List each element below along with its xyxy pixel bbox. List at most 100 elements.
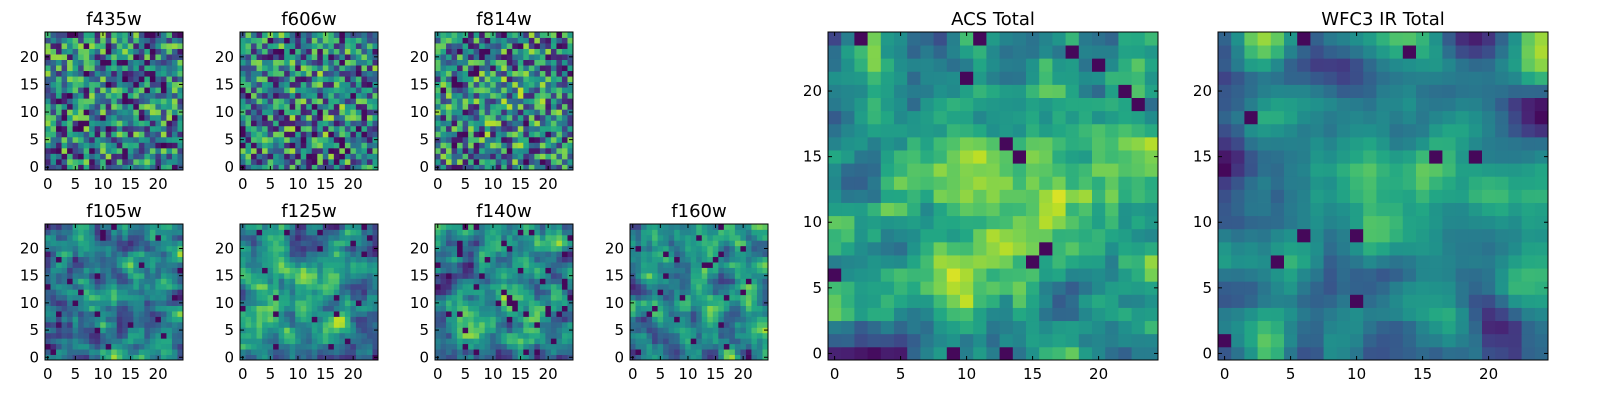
heatmap-cell bbox=[630, 256, 636, 263]
heatmap-cell bbox=[267, 109, 274, 116]
heatmap-cell bbox=[83, 65, 90, 72]
heatmap-cell bbox=[635, 251, 642, 258]
heatmap-cell bbox=[350, 98, 357, 105]
heatmap-cell bbox=[317, 164, 324, 171]
heatmap-cell bbox=[751, 262, 758, 268]
heatmap-cell bbox=[679, 305, 686, 312]
heatmap-cell bbox=[89, 87, 96, 94]
heatmap-cell bbox=[484, 251, 491, 258]
heatmap-cell bbox=[83, 37, 90, 44]
heatmap-cell bbox=[517, 125, 524, 132]
heatmap-cell bbox=[317, 48, 324, 55]
heatmap-cell bbox=[462, 98, 469, 105]
heatmap-cell bbox=[311, 240, 318, 247]
heatmap-cell bbox=[67, 300, 73, 306]
heatmap-cell bbox=[171, 131, 178, 138]
heatmap-cell bbox=[300, 272, 307, 279]
heatmap-cell bbox=[446, 103, 452, 110]
y-tick-label: 0 bbox=[614, 348, 624, 366]
heatmap-cell bbox=[306, 32, 313, 38]
heatmap-cell bbox=[372, 316, 379, 323]
heatmap-cell bbox=[679, 256, 686, 263]
heatmap-cell bbox=[473, 338, 480, 345]
heatmap-cell bbox=[45, 76, 51, 83]
heatmap-cell bbox=[462, 125, 469, 132]
heatmap-cell bbox=[267, 327, 274, 334]
heatmap-cell bbox=[630, 251, 636, 258]
heatmap-cell bbox=[501, 120, 508, 127]
heatmap-cell bbox=[111, 153, 118, 160]
heatmap-cell bbox=[1065, 176, 1080, 190]
heatmap-cell bbox=[61, 321, 68, 328]
heatmap-cell bbox=[177, 92, 184, 99]
heatmap-cell bbox=[556, 229, 563, 236]
heatmap-cell bbox=[105, 234, 112, 241]
heatmap-cell bbox=[1026, 241, 1040, 256]
heatmap-cell bbox=[1144, 228, 1159, 243]
heatmap-cell bbox=[484, 229, 491, 236]
heatmap-cell bbox=[663, 245, 670, 252]
heatmap-cell bbox=[300, 103, 307, 110]
heatmap-cell bbox=[561, 311, 568, 317]
heatmap-cell bbox=[171, 65, 178, 72]
heatmap-cell bbox=[495, 289, 502, 296]
heatmap-cell bbox=[517, 103, 524, 110]
heatmap-cell bbox=[495, 234, 502, 241]
heatmap-cell bbox=[545, 349, 552, 355]
heatmap-cell bbox=[122, 349, 129, 355]
heatmap-cell bbox=[495, 229, 502, 236]
heatmap-cell bbox=[999, 255, 1014, 269]
heatmap-cell bbox=[512, 109, 519, 116]
heatmap-cell bbox=[495, 294, 502, 301]
heatmap-cell bbox=[657, 262, 664, 268]
heatmap-cell bbox=[267, 294, 274, 301]
heatmap-cell bbox=[171, 48, 178, 55]
heatmap-cell bbox=[355, 327, 362, 334]
heatmap-cell bbox=[67, 81, 73, 88]
heatmap-cell bbox=[635, 256, 642, 263]
heatmap-cell bbox=[539, 158, 546, 165]
heatmap-cell bbox=[920, 268, 934, 282]
heatmap-cell bbox=[668, 278, 675, 285]
heatmap-cell bbox=[440, 48, 447, 55]
heatmap-cell bbox=[289, 316, 296, 323]
heatmap-cell bbox=[663, 224, 670, 230]
heatmap-cell bbox=[490, 59, 497, 66]
heatmap-cell bbox=[440, 37, 447, 44]
heatmap-cell bbox=[468, 120, 475, 127]
heatmap-cell bbox=[556, 142, 563, 149]
heatmap-cell bbox=[361, 294, 368, 301]
heatmap-cell bbox=[501, 147, 508, 154]
heatmap-cell bbox=[528, 70, 535, 77]
heatmap-cell bbox=[506, 349, 513, 355]
heatmap-cell bbox=[160, 92, 167, 99]
heatmap-cell bbox=[61, 289, 68, 296]
heatmap-cell bbox=[61, 103, 68, 110]
heatmap-cell bbox=[523, 158, 530, 165]
heatmap-cell bbox=[83, 349, 90, 355]
heatmap-cell bbox=[501, 311, 508, 317]
heatmap-cell bbox=[160, 240, 167, 247]
heatmap-cell bbox=[468, 321, 475, 328]
heatmap-cell bbox=[138, 158, 145, 165]
heatmap-cell bbox=[105, 294, 112, 301]
heatmap-cell bbox=[72, 289, 79, 296]
heatmap-cell bbox=[501, 65, 508, 72]
heatmap-cell bbox=[534, 251, 541, 258]
heatmap-cell bbox=[94, 321, 101, 328]
heatmap-cell bbox=[723, 251, 730, 258]
heatmap-cell bbox=[561, 338, 568, 345]
heatmap-cell bbox=[105, 256, 112, 263]
heatmap-cell bbox=[468, 240, 475, 247]
heatmap-cell bbox=[674, 240, 681, 247]
heatmap-cell bbox=[306, 272, 313, 279]
heatmap-cell bbox=[556, 245, 563, 252]
heatmap-cell bbox=[273, 76, 280, 83]
heatmap-cell bbox=[986, 294, 1000, 308]
heatmap-cell bbox=[251, 294, 257, 301]
heatmap-cell bbox=[133, 267, 140, 274]
heatmap-cell bbox=[473, 43, 480, 49]
heatmap-cell bbox=[295, 59, 302, 66]
heatmap-cell bbox=[663, 229, 670, 236]
heatmap-cell bbox=[880, 255, 895, 269]
